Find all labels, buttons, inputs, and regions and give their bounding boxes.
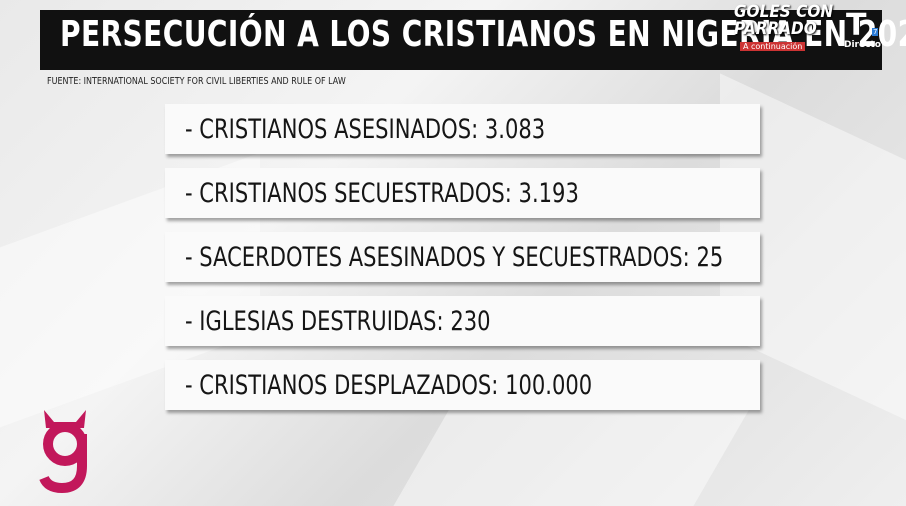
next-label: A continuación xyxy=(740,42,806,51)
item-text: - CRISTIANOS ASESINADOS: 3.083 xyxy=(185,114,546,145)
source: FUENTE: INTERNATIONAL SOCIETY FOR CIVIL … xyxy=(47,76,346,87)
item-box: - CRISTIANOS ASESINADOS: 3.083 xyxy=(165,104,760,154)
item-box: - SACERDOTES ASESINADOS Y SECUESTRADOS: … xyxy=(165,232,760,282)
item-box: - CRISTIANOS SECUESTRADOS: 3.193 xyxy=(165,168,760,218)
program-name: GOLES CON PARRADO xyxy=(734,2,834,39)
network-logo xyxy=(39,410,87,494)
channel-number: 7 xyxy=(872,28,879,36)
item-box: - CRISTIANOS DESPLAZADOS: 100.000 xyxy=(165,360,760,410)
item-text: - CRISTIANOS DESPLAZADOS: 100.000 xyxy=(185,370,593,401)
live-label: Directo xyxy=(844,40,881,50)
item-text: - CRISTIANOS SECUESTRADOS: 3.193 xyxy=(185,178,579,209)
channel-bug: GOLES CON PARRADO A continuación T 7 Dir… xyxy=(728,2,881,56)
title-bar xyxy=(40,10,882,70)
item-box: - IGLESIAS DESTRUIDAS: 230 xyxy=(165,296,760,346)
item-text: - IGLESIAS DESTRUIDAS: 230 xyxy=(185,306,491,337)
item-text: - SACERDOTES ASESINADOS Y SECUESTRADOS: … xyxy=(185,242,724,273)
background-shape xyxy=(385,400,755,506)
channel-logo: T xyxy=(846,8,867,43)
